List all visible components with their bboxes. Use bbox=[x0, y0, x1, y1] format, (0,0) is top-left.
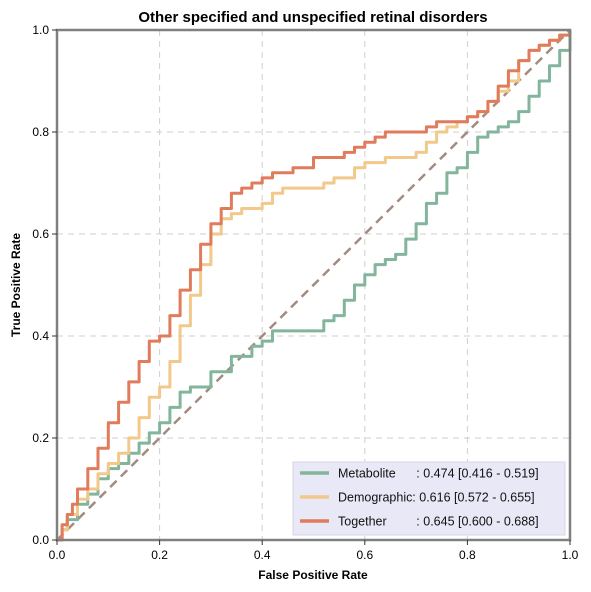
y-tick-label-1: 0.2 bbox=[32, 431, 49, 445]
y-tick-label-5: 1.0 bbox=[32, 23, 49, 37]
legend-auc-demographic: : 0.616 [0.572 - 0.655] bbox=[412, 491, 534, 505]
x-tick-label-3: 0.6 bbox=[356, 548, 373, 562]
x-axis-ticks: 0.0 0.2 0.4 0.6 0.8 1.0 bbox=[49, 540, 579, 562]
y-tick-label-2: 0.4 bbox=[32, 329, 49, 343]
x-tick-label-4: 0.8 bbox=[459, 548, 476, 562]
x-tick-label-2: 0.4 bbox=[254, 548, 271, 562]
chance-line bbox=[56, 29, 571, 541]
y-tick-label-0: 0.0 bbox=[32, 533, 49, 547]
legend-box bbox=[292, 461, 566, 536]
legend-items: Metabolite : 0.474 [0.416 - 0.519] Demogra… bbox=[300, 467, 539, 529]
y-tick-label-4: 0.8 bbox=[32, 125, 49, 139]
legend-auc-together: : 0.645 [0.600 - 0.688] bbox=[416, 515, 538, 529]
x-tick-label-0: 0.0 bbox=[49, 548, 66, 562]
y-tick-label-3: 0.6 bbox=[32, 227, 49, 241]
x-tick-label-1: 0.2 bbox=[151, 548, 168, 562]
plot-frame bbox=[55, 28, 572, 542]
series-lines bbox=[57, 30, 572, 542]
legend-name-together: Together bbox=[338, 515, 387, 529]
series-line-metabolite bbox=[57, 30, 572, 542]
x-axis-label: False Positive Rate bbox=[258, 568, 368, 582]
y-axis-ticks: 0.0 0.2 0.4 0.6 0.8 1.0 bbox=[32, 23, 57, 547]
legend-name-demographic: Demographic bbox=[338, 491, 412, 505]
chance-line-group bbox=[56, 29, 571, 541]
series-line-together bbox=[57, 30, 572, 542]
x-tick-label-5: 1.0 bbox=[562, 548, 579, 562]
chart-title: Other specified and unspecified retinal … bbox=[138, 9, 487, 26]
y-axis-label: True Positive Rate bbox=[9, 233, 23, 337]
legend: Metabolite : 0.474 [0.416 - 0.519] Demogra… bbox=[292, 461, 566, 536]
legend-auc-metabolite: : 0.474 [0.416 - 0.519] bbox=[416, 467, 538, 481]
legend-name-metabolite: Metabolite bbox=[338, 467, 396, 481]
